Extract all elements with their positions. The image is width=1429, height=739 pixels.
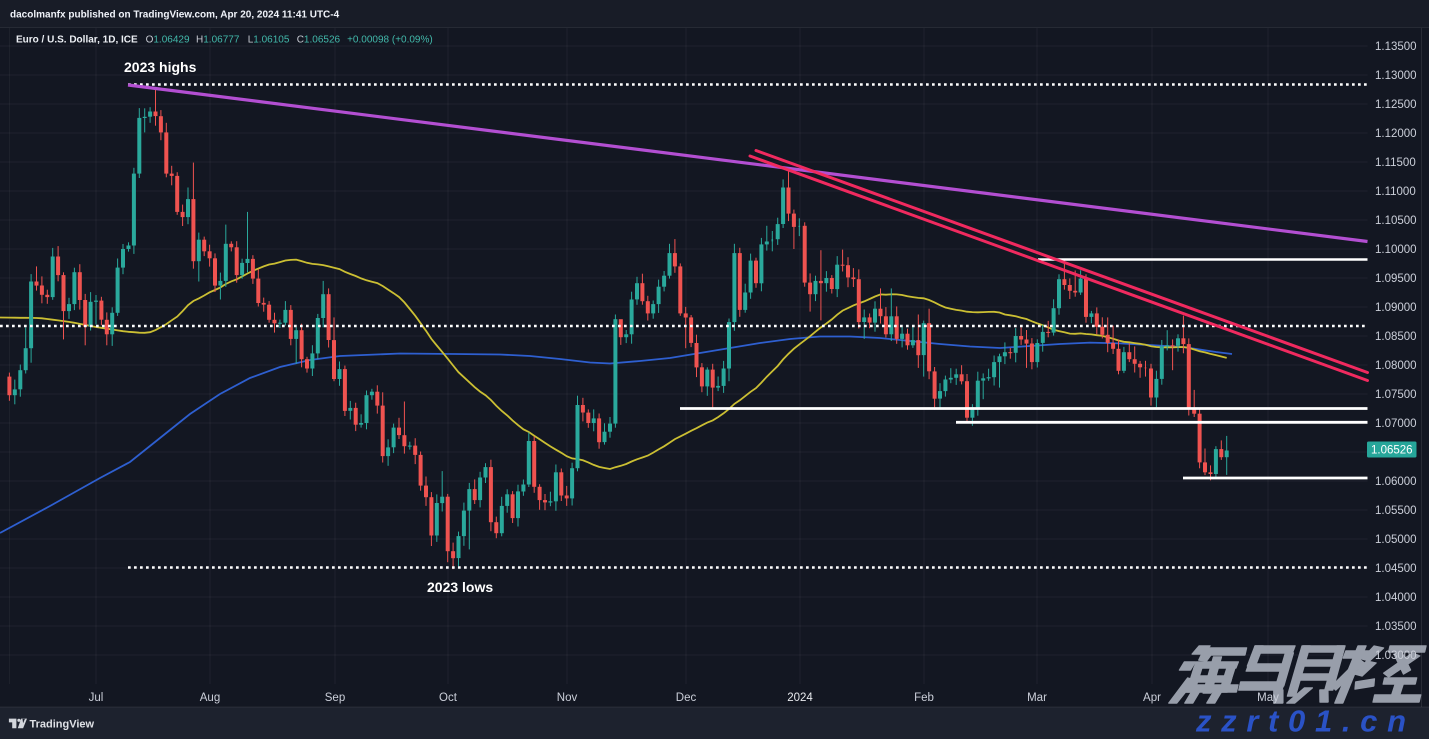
svg-text:1.03000: 1.03000 bbox=[1375, 650, 1417, 662]
svg-text:1.05500: 1.05500 bbox=[1375, 505, 1417, 517]
svg-text:Aug: Aug bbox=[200, 692, 220, 704]
svg-text:1.04500: 1.04500 bbox=[1375, 563, 1417, 575]
svg-text:1.12000: 1.12000 bbox=[1375, 128, 1417, 140]
svg-text:1.06526: 1.06526 bbox=[1371, 445, 1413, 457]
svg-text:2024: 2024 bbox=[787, 692, 813, 704]
svg-text:1.11500: 1.11500 bbox=[1375, 157, 1416, 169]
svg-text:1.06000: 1.06000 bbox=[1375, 476, 1417, 488]
svg-text:1.04000: 1.04000 bbox=[1375, 592, 1417, 604]
svg-text:2023 lows: 2023 lows bbox=[427, 579, 493, 595]
svg-text:Apr: Apr bbox=[1143, 692, 1161, 704]
svg-text:Jul: Jul bbox=[89, 692, 104, 704]
svg-text:May: May bbox=[1257, 692, 1279, 704]
svg-text:2023 highs: 2023 highs bbox=[124, 59, 197, 75]
svg-text:Feb: Feb bbox=[914, 692, 934, 704]
svg-text:1.09000: 1.09000 bbox=[1375, 302, 1417, 314]
svg-text:TradingView: TradingView bbox=[30, 719, 95, 731]
svg-text:1.08000: 1.08000 bbox=[1375, 360, 1417, 372]
svg-text:1.12500: 1.12500 bbox=[1375, 99, 1417, 111]
svg-text:Sep: Sep bbox=[325, 692, 345, 704]
svg-text:Dec: Dec bbox=[676, 692, 697, 704]
svg-text:1.10500: 1.10500 bbox=[1375, 215, 1417, 227]
svg-text:1.10000: 1.10000 bbox=[1375, 244, 1417, 256]
svg-text:1.13500: 1.13500 bbox=[1375, 41, 1417, 53]
svg-text:1.05000: 1.05000 bbox=[1375, 534, 1417, 546]
svg-text:Mar: Mar bbox=[1027, 692, 1047, 704]
svg-text:1.07500: 1.07500 bbox=[1375, 389, 1417, 401]
svg-text:Nov: Nov bbox=[557, 692, 578, 704]
svg-text:zzrt01.cn: zzrt01.cn bbox=[1195, 704, 1406, 739]
svg-text:Oct: Oct bbox=[439, 692, 458, 704]
svg-text:1.11000: 1.11000 bbox=[1375, 186, 1416, 198]
svg-text:1.08500: 1.08500 bbox=[1375, 331, 1417, 343]
svg-text:1.03500: 1.03500 bbox=[1375, 621, 1417, 633]
svg-text:1.13000: 1.13000 bbox=[1375, 70, 1417, 82]
svg-text:dacolmanfx published on Tradin: dacolmanfx published on TradingView.com,… bbox=[10, 10, 340, 21]
svg-text:1.07000: 1.07000 bbox=[1375, 418, 1417, 430]
svg-text:1.09500: 1.09500 bbox=[1375, 273, 1417, 285]
